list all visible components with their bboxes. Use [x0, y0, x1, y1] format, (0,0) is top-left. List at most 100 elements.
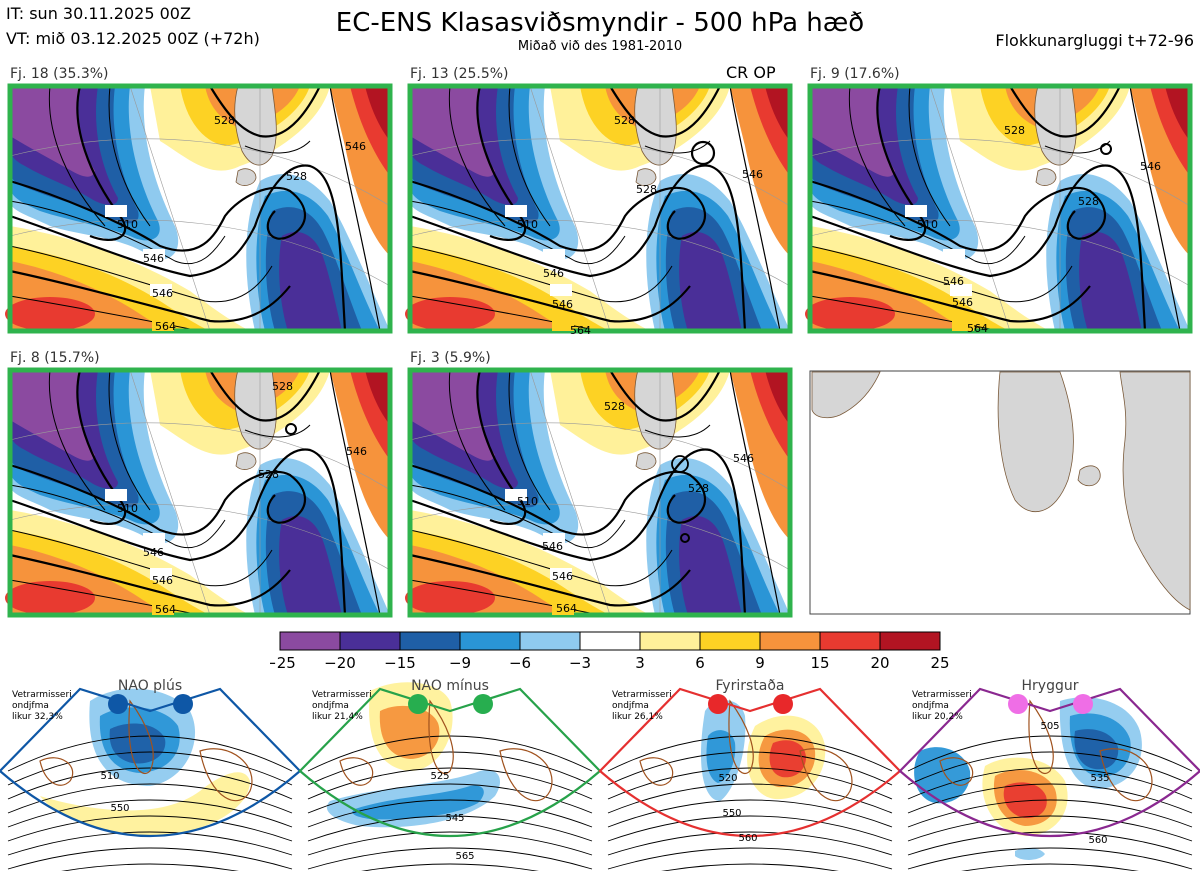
regime-contour-label: 550: [722, 808, 741, 819]
contour-label: 546: [143, 252, 164, 265]
colorbar-tick-label: 15: [810, 654, 829, 672]
regime-title: NAO mínus: [411, 678, 489, 694]
panel-label-3: Fj. 9 (17.6%): [810, 66, 900, 82]
colorbar-tick-label: 6: [695, 654, 705, 672]
contour-label: 564: [155, 320, 176, 333]
cluster-map-3: [805, 86, 1190, 331]
regime-note: ondjfma: [612, 701, 649, 711]
valid-time: VT: mið 03.12.2025 00Z (+72h): [6, 29, 260, 48]
colorbar-swatch: [399, 631, 461, 651]
regime-note: ondjfma: [912, 701, 949, 711]
contour-label: 546: [346, 445, 367, 458]
regime-note: likur 21,4%: [312, 712, 363, 722]
contour-label: 510: [517, 495, 538, 508]
regime-note: ondjfma: [312, 701, 349, 711]
regime-dot: [1073, 694, 1093, 714]
colorbar-tick-label: −25: [270, 654, 296, 672]
regime-contour-label: 560: [1088, 835, 1107, 846]
regime-dot: [1008, 694, 1028, 714]
regime-contour-label: 505: [1040, 721, 1059, 732]
regime-contour-label: 520: [718, 773, 737, 784]
contour-label: 546: [943, 275, 964, 288]
colorbar-tick-label: 25: [930, 654, 949, 672]
cluster-map-5: [405, 370, 790, 615]
contour-label: 546: [543, 267, 564, 280]
regime-dot: [408, 694, 428, 714]
regime-note: likur 32,3%: [12, 712, 63, 722]
contour-label: 510: [517, 218, 538, 231]
colorbar-swatch: [459, 631, 521, 651]
contour-label: 510: [917, 218, 938, 231]
contour-label: 528: [258, 468, 279, 481]
regime-contour-label: 535: [1090, 773, 1109, 784]
contour-label: 546: [1140, 160, 1161, 173]
panel-label-4: Fj. 8 (15.7%): [10, 350, 100, 366]
contour-label: 546: [952, 296, 973, 309]
contour-label: 528: [688, 482, 709, 495]
colorbar-swatch: [639, 631, 701, 651]
chart-subtitle: Miðað við des 1981-2010: [517, 39, 683, 54]
regime-contour-label: 550: [110, 803, 129, 814]
contour-label: 528: [604, 400, 625, 413]
colorbar-tick-label: −6: [509, 654, 531, 672]
panel-label-1: Fj. 18 (35.3%): [10, 66, 109, 82]
contour-label: 528: [286, 170, 307, 183]
contour-label: 546: [542, 540, 563, 553]
colorbar-swatch: [339, 631, 401, 651]
regime-contour-label: 510: [100, 771, 119, 782]
regime-contour-label: 545: [445, 813, 464, 824]
cluster-map-4: [5, 370, 390, 615]
regime-note: ondjfma: [12, 701, 49, 711]
colorbar-swatch: [699, 631, 761, 651]
contour-label: 546: [742, 168, 763, 181]
contour-label: 546: [152, 287, 173, 300]
colorbar-tick-label: 3: [635, 654, 645, 672]
regime-dot: [773, 694, 793, 714]
colorbar-tick-label: 20: [870, 654, 889, 672]
regime-dot: [173, 694, 193, 714]
regime-note: Vetrarmisseri: [612, 690, 672, 700]
colorbar-swatch: [519, 631, 581, 651]
cluster-map-2: [405, 86, 790, 331]
colorbar-tick-label: −15: [384, 654, 416, 672]
contour-label: 564: [556, 602, 577, 615]
regime-note: Vetrarmisseri: [12, 690, 72, 700]
contour-label: 528: [636, 183, 657, 196]
classification-window: Flokkunargluggi t+72-96: [995, 31, 1194, 50]
contour-label: 528: [1078, 195, 1099, 208]
colorbar-tick-label: 9: [755, 654, 765, 672]
colorbar-swatch: [579, 631, 641, 651]
colorbar-tick-label: −9: [449, 654, 471, 672]
contour-label: 510: [117, 502, 138, 515]
colorbar-swatch: [279, 631, 341, 651]
issue-time: IT: sun 30.11.2025 00Z: [6, 4, 191, 23]
regime-contour-label: 525: [430, 771, 449, 782]
regime-title: Hryggur: [1022, 678, 1079, 694]
contour-label: 528: [1004, 124, 1025, 137]
panel-label-2: Fj. 13 (25.5%): [410, 66, 509, 82]
contour-label: 564: [155, 603, 176, 616]
base-map-panel: [809, 370, 1191, 615]
contour-label: 546: [143, 546, 164, 559]
regime-title: NAO plús: [118, 678, 182, 694]
contour-label: 546: [345, 140, 366, 153]
chart-title: EC-ENS Klasasviðsmyndir - 500 hPa hæð: [335, 8, 865, 38]
panel-label-5: Fj. 3 (5.9%): [410, 350, 491, 366]
contour-label: 528: [272, 380, 293, 393]
colorbar: −25 −20 −15 −9 −6 −3 3 6 9 15 20 25: [270, 631, 950, 672]
contour-label: 564: [570, 324, 591, 337]
regime-note: Vetrarmisseri: [912, 690, 972, 700]
regime-dot: [708, 694, 728, 714]
regime-note: likur 20,2%: [912, 712, 963, 722]
colorbar-swatch: [879, 631, 941, 651]
regime-dot: [108, 694, 128, 714]
contour-label: 546: [552, 570, 573, 583]
regime-contour-label: 565: [455, 851, 474, 862]
regime-contour-label: 560: [738, 833, 757, 844]
